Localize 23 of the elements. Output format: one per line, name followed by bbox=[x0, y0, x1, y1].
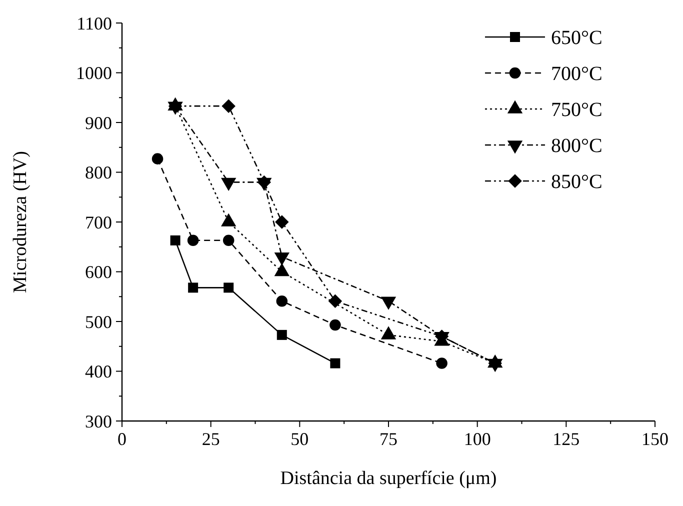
x-tick-label: 75 bbox=[380, 429, 398, 449]
legend-label: 700°C bbox=[551, 63, 602, 85]
x-tick-label: 50 bbox=[290, 429, 309, 449]
y-tick-label: 900 bbox=[85, 112, 112, 133]
x-tick-label: 150 bbox=[642, 429, 668, 449]
y-tick-label: 1000 bbox=[76, 63, 112, 84]
legend-label: 850°C bbox=[551, 171, 602, 193]
x-tick-label: 25 bbox=[202, 429, 220, 449]
y-tick-label: 800 bbox=[85, 162, 112, 183]
x-tick-label: 0 bbox=[118, 429, 126, 449]
y-axis-title: Microdureza (HV) bbox=[10, 151, 31, 293]
legend-label: 650°C bbox=[551, 27, 602, 49]
y-tick-label: 600 bbox=[85, 262, 112, 282]
x-axis-title: Distância da superfície (μm) bbox=[280, 468, 497, 489]
y-tick-label: 500 bbox=[85, 312, 112, 332]
y-tick-label: 1100 bbox=[76, 13, 112, 34]
legend-label: 800°C bbox=[551, 135, 602, 157]
legend-label: 750°C bbox=[551, 99, 602, 121]
x-tick-label: 100 bbox=[464, 429, 491, 449]
y-tick-label: 300 bbox=[85, 411, 112, 432]
y-tick-label: 400 bbox=[85, 362, 112, 382]
x-tick-label: 125 bbox=[552, 429, 580, 449]
y-tick-label: 700 bbox=[85, 212, 112, 232]
